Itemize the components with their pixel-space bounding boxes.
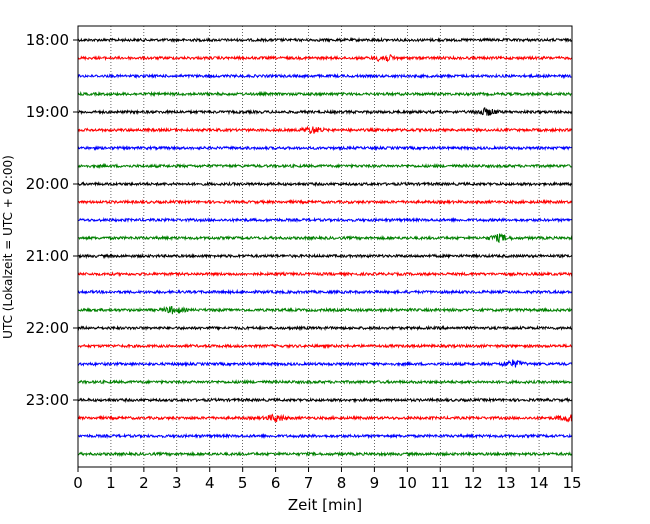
x-tick-label: 8 (337, 474, 347, 492)
x-axis-label: Zeit [min] (288, 496, 362, 514)
x-tick-label: 5 (238, 474, 248, 492)
trace-2215 (77, 342, 573, 350)
trace-1800 (77, 36, 573, 44)
trace-2145 (77, 305, 573, 315)
x-tick-label: 0 (73, 474, 83, 492)
plot-frame (77, 25, 573, 468)
trace-1900 (77, 107, 573, 116)
trace-1815 (77, 54, 573, 63)
x-tick-label: 14 (530, 474, 549, 492)
trace-2015 (77, 198, 573, 206)
trace-1930 (77, 144, 573, 152)
x-tick-label: 13 (497, 474, 516, 492)
trace-2245 (77, 378, 573, 386)
trace-2345 (77, 450, 573, 458)
y-tick-label: 20:00 (26, 175, 69, 193)
y-axis-label: UTC (Lokalzeit = UTC + 02:00) (1, 155, 15, 339)
trace-2200 (77, 324, 573, 332)
trace-2300 (77, 396, 573, 404)
trace-2030 (77, 216, 573, 224)
y-tick-label: 18:00 (26, 31, 69, 49)
x-tick-label: 9 (370, 474, 380, 492)
trace-2330 (77, 432, 573, 440)
trace-1945 (77, 162, 573, 170)
y-tick-label: 21:00 (26, 247, 69, 265)
y-tick-label: 19:00 (26, 103, 69, 121)
x-tick-label: 1 (106, 474, 116, 492)
x-tick-label: 2 (139, 474, 149, 492)
trace-1845 (77, 90, 573, 98)
trace-2230 (77, 359, 573, 368)
trace-2000 (77, 180, 573, 188)
x-tick-label: 10 (398, 474, 417, 492)
traces-group (77, 36, 573, 458)
trace-1915 (77, 125, 573, 134)
x-tick-label: 3 (172, 474, 182, 492)
x-tick-label: 12 (464, 474, 483, 492)
trace-1830 (77, 72, 573, 80)
x-tick-label: 11 (431, 474, 450, 492)
y-tick-label: 23:00 (26, 391, 69, 409)
y-tick-label: 22:00 (26, 319, 69, 337)
x-tick-label: 6 (271, 474, 281, 492)
x-axis-ticks: 0 1 2 3 4 5 6 7 8 9 10 11 12 13 14 15 (73, 467, 582, 492)
x-tick-label: 7 (304, 474, 314, 492)
y-axis-ticks: 18:00 19:00 20:00 21:00 22:00 23:00 (26, 31, 78, 409)
trace-2130 (77, 288, 573, 296)
x-tick-label: 4 (205, 474, 215, 492)
trace-2045 (77, 233, 573, 244)
trace-2315 (77, 413, 573, 423)
trace-2100 (77, 252, 573, 260)
trace-2115 (77, 270, 573, 278)
x-tick-label: 15 (562, 474, 581, 492)
